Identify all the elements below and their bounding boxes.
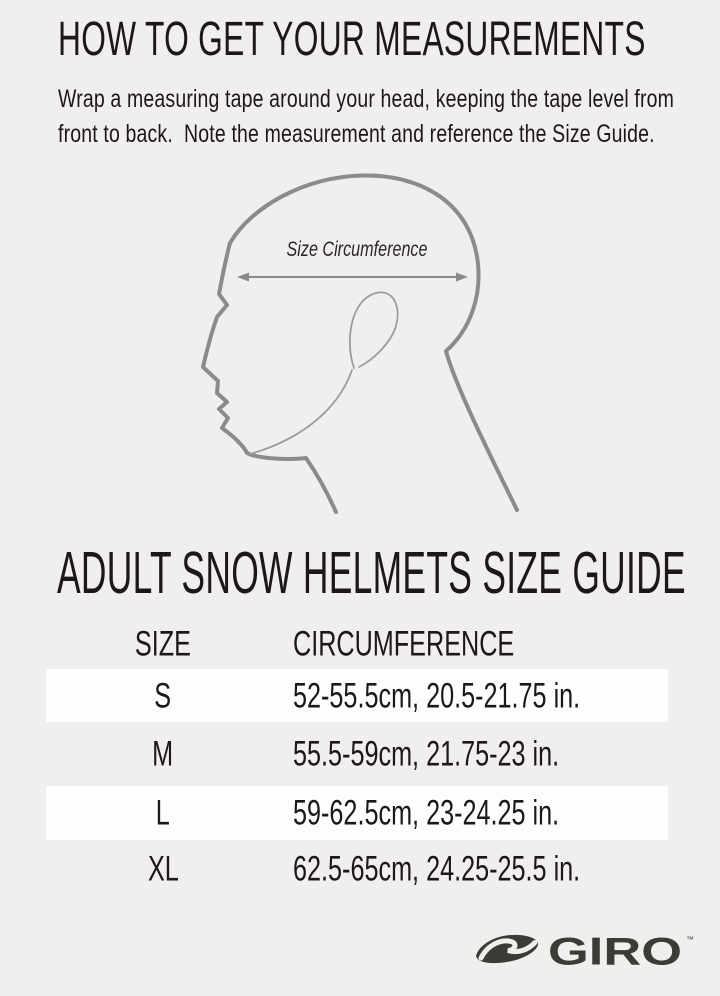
size-value: L <box>155 793 171 833</box>
instructions-line-1: Wrap a measuring tape around your head, … <box>58 85 675 113</box>
face-profile-outline <box>201 241 338 514</box>
circumference-value: 59-62.5cm, 23-24.25 in. <box>293 793 560 833</box>
table-header-row: SIZE CIRCUMFERENCE <box>46 622 668 666</box>
table-row-xl: XL 62.5-65cm, 24.25-25.5 in. <box>46 840 668 898</box>
size-circumference-label: Size Circumference <box>287 237 428 261</box>
column-header-size: SIZE <box>134 624 191 664</box>
skull-outline <box>228 173 519 512</box>
trademark-symbol: ™ <box>686 935 694 944</box>
table-row-s: S 52-55.5cm, 20.5-21.75 in. <box>46 669 668 722</box>
size-table: S 52-55.5cm, 20.5-21.75 in. M 55.5-59cm,… <box>46 669 668 898</box>
circumference-value: 62.5-65cm, 24.25-25.5 in. <box>293 849 581 889</box>
jaw-line <box>249 369 353 455</box>
circumference-arrow-icon <box>237 272 468 282</box>
giro-logo: GIRO ™ <box>476 931 694 972</box>
size-value: S <box>154 676 172 715</box>
giro-wordmark: GIRO <box>548 931 682 972</box>
size-guide-title: ADULT SNOW HELMETS SIZE GUIDE <box>57 540 686 606</box>
giro-emblem-icon <box>476 934 539 964</box>
table-row-m: M 55.5-59cm, 21.75-23 in. <box>46 722 668 786</box>
column-header-circumference: CIRCUMFERENCE <box>293 624 515 664</box>
page-title-text: HOW TO GET YOUR MEASUREMENTS <box>58 13 646 66</box>
head-profile-diagram: Size Circumference <box>201 173 519 514</box>
ear-line <box>348 291 399 369</box>
instructions-line-2: front to back. Note the measurement and … <box>58 120 655 148</box>
size-value: M <box>152 734 174 774</box>
circumference-value: 55.5-59cm, 21.75-23 in. <box>293 734 560 774</box>
page-title: HOW TO GET YOUR MEASUREMENTS <box>58 16 720 64</box>
size-value: XL <box>147 849 179 889</box>
table-row-l: L 59-62.5cm, 23-24.25 in. <box>46 786 668 840</box>
circumference-value: 52-55.5cm, 20.5-21.75 in. <box>293 676 581 715</box>
